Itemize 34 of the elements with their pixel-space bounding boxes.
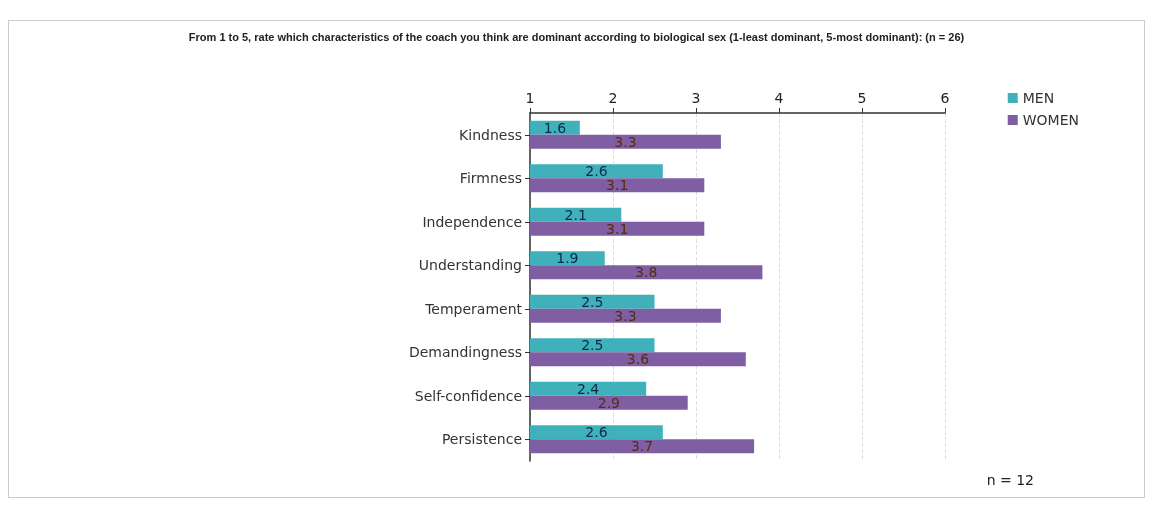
data-label: 1.6 (543, 119, 567, 136)
x-tick-label: 6 (940, 90, 950, 106)
data-label: 3.3 (614, 133, 637, 150)
x-tick-label: 1 (525, 90, 535, 106)
data-label: 2.4 (576, 380, 600, 397)
x-tick-label: 4 (774, 90, 784, 106)
data-label: 1.9 (556, 250, 579, 267)
data-label: 3.3 (614, 307, 637, 324)
y-tick-label: Persistence (441, 431, 522, 448)
data-label: 2.1 (564, 206, 587, 223)
y-tick-label: Understanding (418, 257, 522, 274)
data-label: 3.1 (606, 220, 629, 237)
y-tick-label: Kindness (459, 126, 522, 143)
y-tick-label: Temperament (424, 300, 523, 317)
data-label: 2.6 (585, 424, 608, 441)
x-tick-label: 2 (608, 90, 618, 106)
x-tick-label: 5 (857, 90, 867, 106)
data-label: 2.6 (585, 163, 608, 180)
data-label: 3.8 (635, 264, 658, 281)
y-tick-label: Self-confidence (414, 387, 522, 404)
y-tick-label: Demandingness (408, 344, 522, 361)
legend-label: WOMEN (1022, 112, 1080, 128)
data-label: 2.9 (597, 394, 620, 411)
data-label: 3.1 (606, 177, 629, 194)
data-label: 3.6 (626, 351, 650, 368)
chart-title: From 1 to 5, rate which characteristics of the coach you think are dominant according to biological sex (1-least dominant, 5-most dominant): (n = 26) (188, 30, 965, 43)
data-label: 2.5 (581, 337, 604, 354)
x-tick-label: 3 (691, 90, 701, 106)
legend-label: MEN (1022, 90, 1055, 106)
text: n = 12 (986, 472, 1035, 488)
y-tick-label: Firmness (459, 170, 522, 187)
data-label: 2.5 (581, 293, 604, 310)
data-label: 3.7 (630, 438, 654, 455)
y-tick-label: Independence (422, 213, 522, 230)
